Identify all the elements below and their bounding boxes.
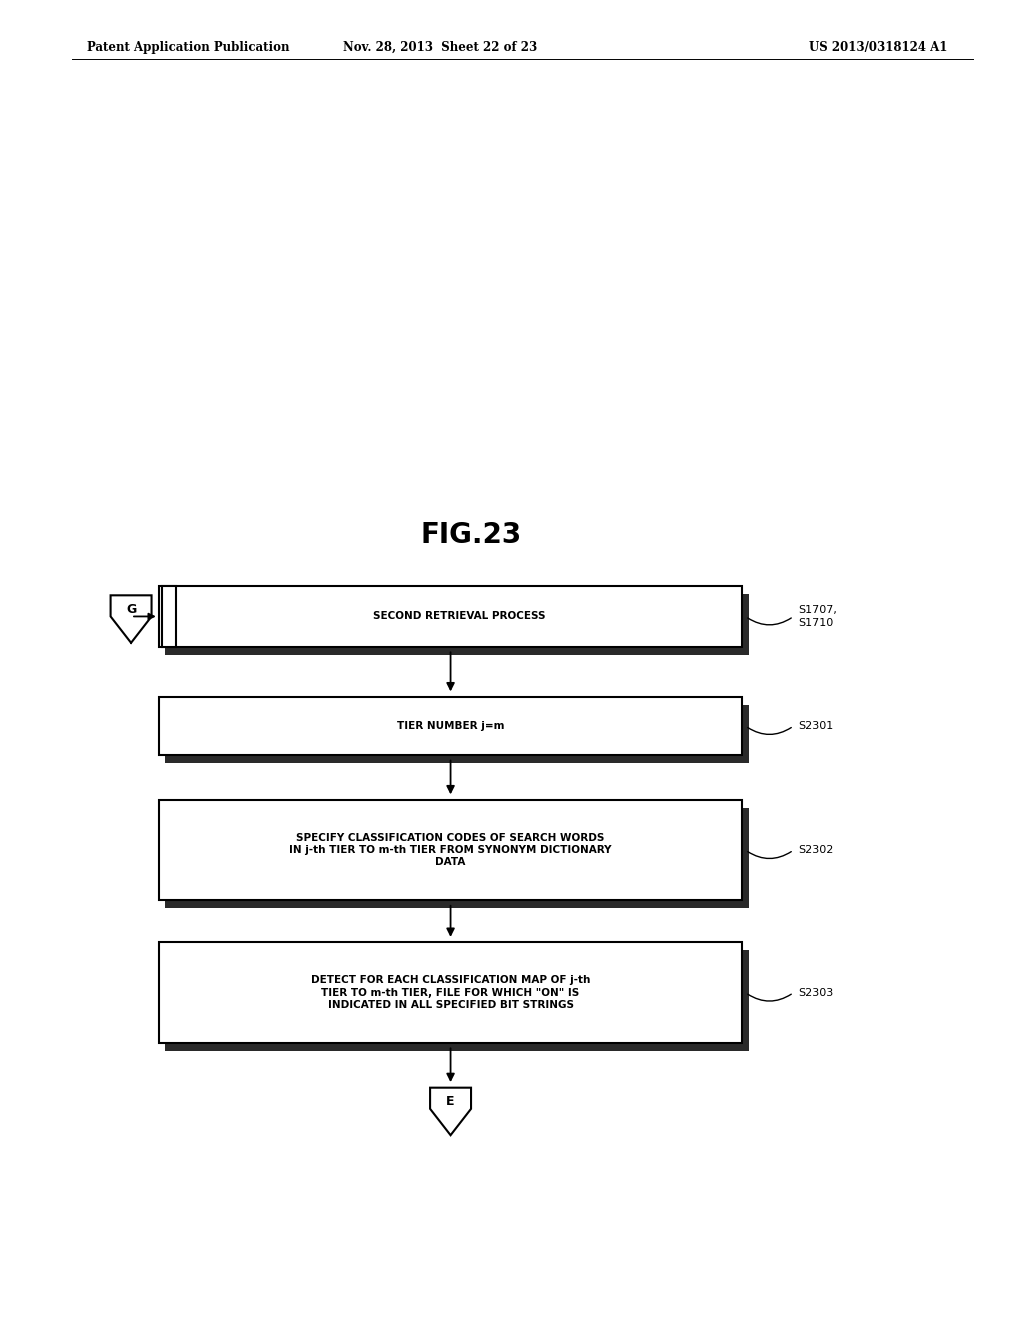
Text: E: E xyxy=(446,1094,455,1107)
Text: US 2013/0318124 A1: US 2013/0318124 A1 xyxy=(809,41,947,54)
Text: S1707,
S1710: S1707, S1710 xyxy=(799,606,838,627)
Text: S2302: S2302 xyxy=(799,845,835,855)
Bar xyxy=(162,586,176,647)
Bar xyxy=(165,808,749,908)
Bar xyxy=(159,800,742,900)
Text: SPECIFY CLASSIFICATION CODES OF SEARCH WORDS
IN j-th TIER TO m-th TIER FROM SYNO: SPECIFY CLASSIFICATION CODES OF SEARCH W… xyxy=(290,833,611,867)
Bar xyxy=(165,594,749,655)
Bar xyxy=(159,586,742,647)
Bar xyxy=(165,950,749,1051)
Bar xyxy=(159,697,742,755)
Text: TIER NUMBER j=m: TIER NUMBER j=m xyxy=(397,721,504,731)
Polygon shape xyxy=(111,595,152,643)
Text: G: G xyxy=(126,602,136,615)
Text: FIG.23: FIG.23 xyxy=(421,520,521,549)
Text: S2303: S2303 xyxy=(799,987,834,998)
Bar xyxy=(159,942,742,1043)
Text: SECOND RETRIEVAL PROCESS: SECOND RETRIEVAL PROCESS xyxy=(373,611,546,622)
Text: S2301: S2301 xyxy=(799,721,834,731)
Text: Nov. 28, 2013  Sheet 22 of 23: Nov. 28, 2013 Sheet 22 of 23 xyxy=(343,41,538,54)
Polygon shape xyxy=(430,1088,471,1135)
Text: DETECT FOR EACH CLASSIFICATION MAP OF j-th
TIER TO m-th TIER, FILE FOR WHICH "ON: DETECT FOR EACH CLASSIFICATION MAP OF j-… xyxy=(311,975,590,1010)
Text: Patent Application Publication: Patent Application Publication xyxy=(87,41,290,54)
Bar xyxy=(165,705,749,763)
